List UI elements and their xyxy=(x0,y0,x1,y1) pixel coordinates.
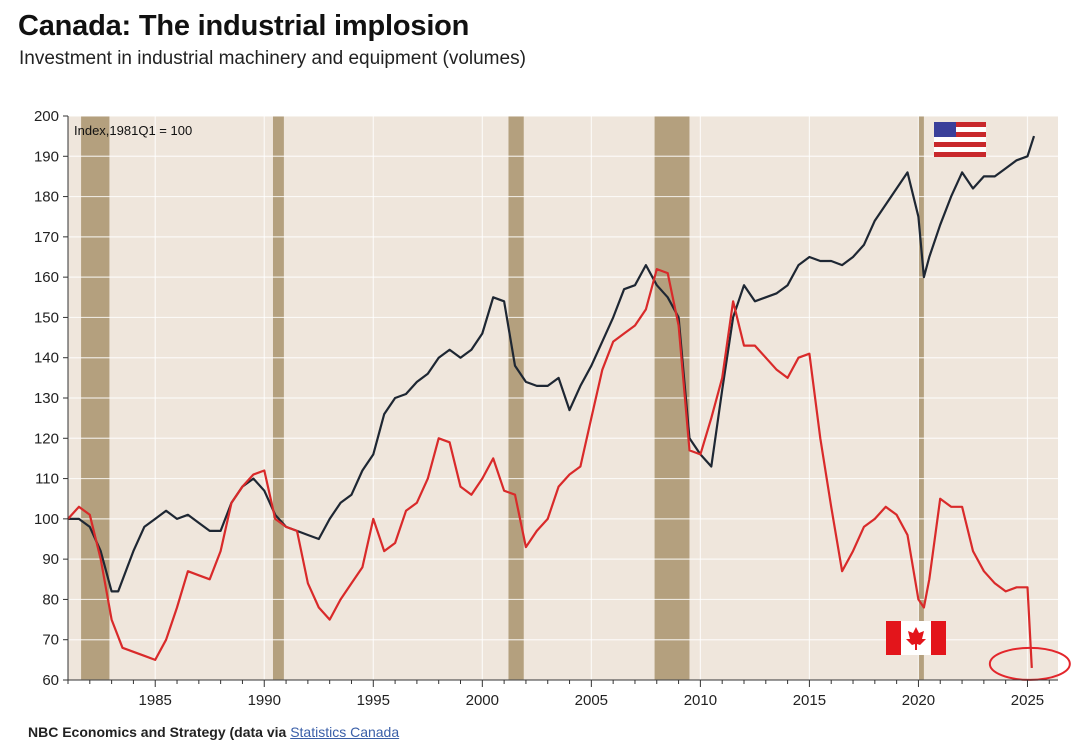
series-line-canada xyxy=(67,268,1033,668)
index-annotation: Index,1981Q1 = 100 xyxy=(74,123,192,138)
usa-flag-stripe xyxy=(934,152,986,157)
axes: 60 70 80 90 100 110 120 130 140 150 160 170 180 190 20… xyxy=(34,108,1058,709)
y-tick-label-130: 130 xyxy=(34,390,59,407)
x-tick-label-2010: 2010 xyxy=(684,692,717,709)
x-tick-label-2005: 2005 xyxy=(575,692,608,709)
canada-flag-icon xyxy=(886,621,946,655)
usa-flag-icon xyxy=(934,122,986,157)
usa-flag-stripe xyxy=(934,137,986,142)
y-tick-label-60: 60 xyxy=(42,672,59,689)
usa-flag-stripe xyxy=(934,147,986,152)
y-tick-label-100: 100 xyxy=(34,511,59,528)
x-tick-label-1995: 1995 xyxy=(357,692,390,709)
maple-leaf-icon xyxy=(906,627,926,650)
x-tick-label-2025: 2025 xyxy=(1011,692,1044,709)
source-link[interactable]: Statistics Canada xyxy=(290,724,400,740)
y-tick-label-80: 80 xyxy=(42,591,59,608)
grid-lines xyxy=(68,115,1058,681)
x-tick-label-1985: 1985 xyxy=(139,692,172,709)
y-tick-label-90: 90 xyxy=(42,551,59,568)
usa-flag-stripe xyxy=(934,132,986,137)
y-tick-label-190: 190 xyxy=(34,148,59,165)
series-lines xyxy=(67,135,1036,668)
x-tick-label-2020: 2020 xyxy=(902,692,935,709)
flags xyxy=(886,122,1071,681)
y-tick-label-120: 120 xyxy=(34,430,59,447)
source-prefix: NBC Economics and Strategy (data via xyxy=(28,724,291,740)
y-tick-label-110: 110 xyxy=(35,471,59,488)
x-tick-label-2015: 2015 xyxy=(793,692,826,709)
y-tick-label-200: 200 xyxy=(34,108,59,125)
usa-flag-stripe xyxy=(934,122,986,127)
y-tick-label-160: 160 xyxy=(34,269,59,286)
chart-subtitle: Investment in industrial machinery and e… xyxy=(19,48,526,69)
usa-flag-canton xyxy=(934,122,956,137)
chart-title: Canada: The industrial implosion xyxy=(18,10,470,42)
y-tick-label-150: 150 xyxy=(34,309,59,326)
usa-flag-stripe xyxy=(934,142,986,147)
x-tick-label-1990: 1990 xyxy=(248,692,281,709)
usa-flag-stripe xyxy=(934,127,986,132)
canada-flag-left-bar xyxy=(886,621,901,655)
y-tick-label-170: 170 xyxy=(34,229,59,246)
x-tick-label-2000: 2000 xyxy=(466,692,499,709)
y-tick-label-180: 180 xyxy=(34,189,59,206)
line-chart: 60 70 80 90 100 110 120 130 140 150 160 170 180 190 20… xyxy=(34,108,1071,709)
y-tick-label-140: 140 xyxy=(34,350,59,367)
source-note: NBC Economics and Strategy (data via Sta… xyxy=(28,724,399,740)
y-tick-label-70: 70 xyxy=(42,632,59,649)
canada-flag-right-bar xyxy=(931,621,946,655)
